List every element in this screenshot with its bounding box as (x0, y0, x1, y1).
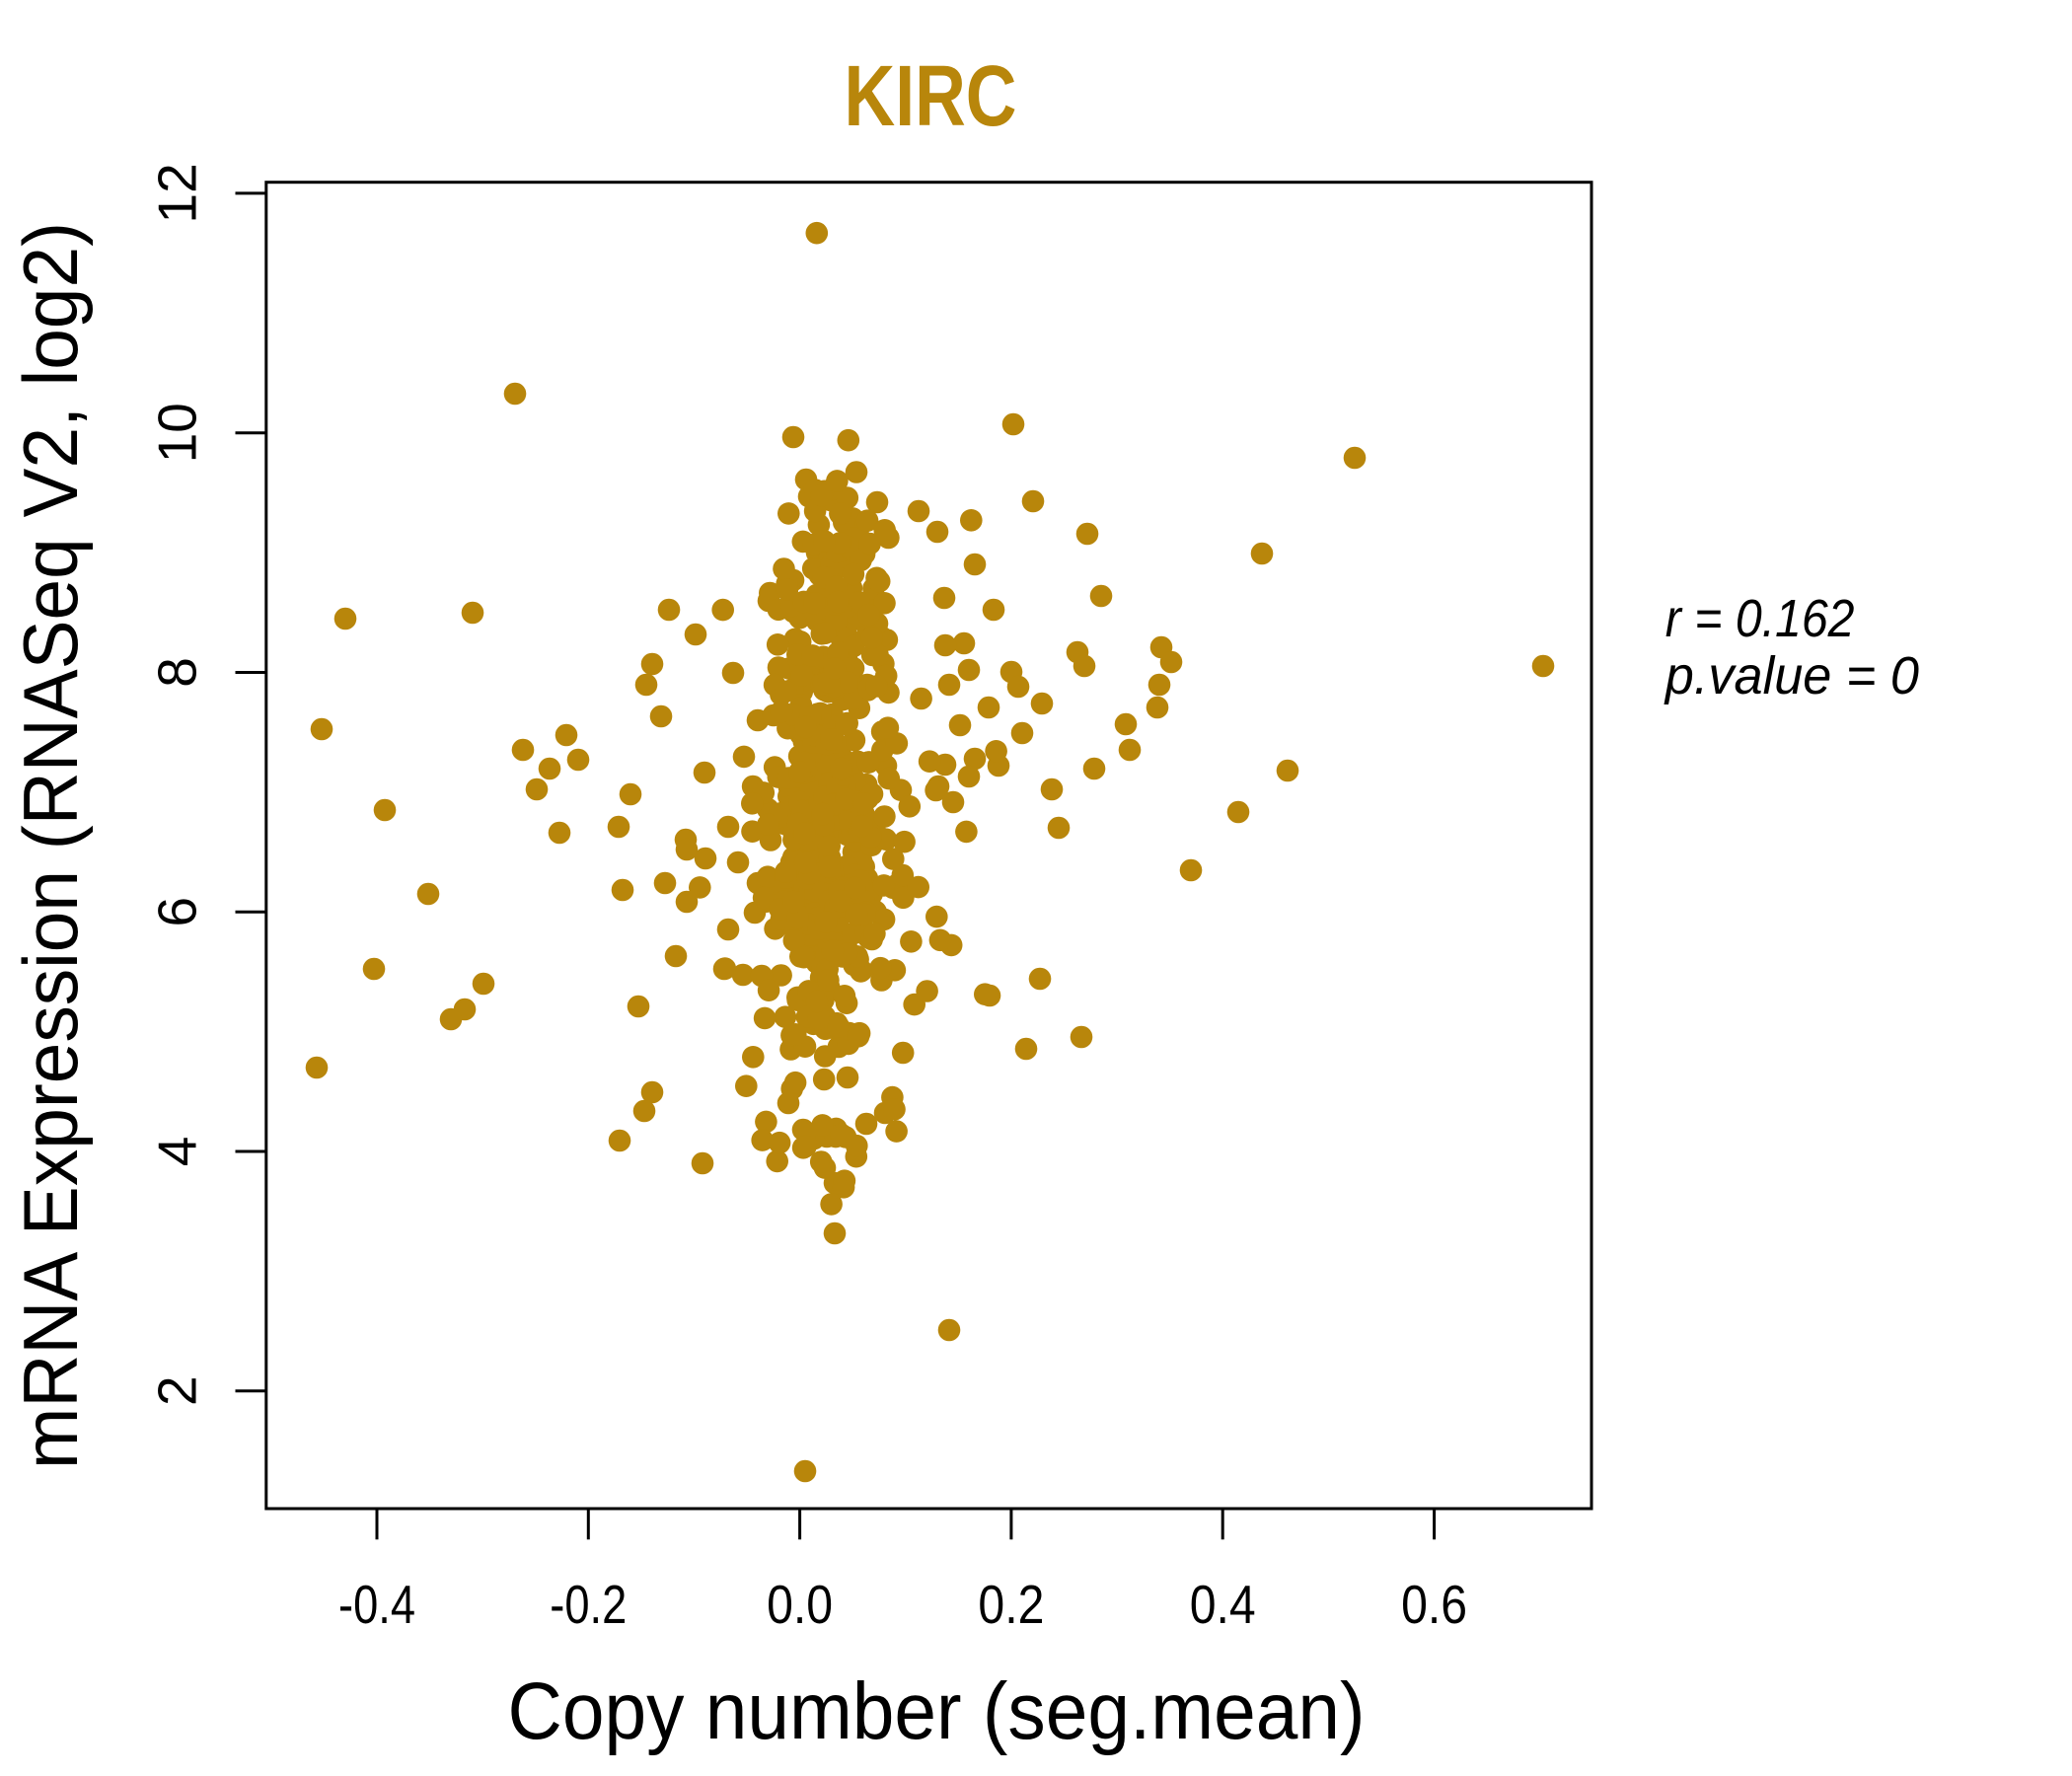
svg-text:0.2: 0.2 (978, 1574, 1044, 1635)
svg-text:mRNA Expression (RNASeq V2, lo: mRNA Expression (RNASeq V2, log2) (7, 222, 94, 1469)
svg-text:-0.4: -0.4 (338, 1574, 415, 1635)
svg-text:KIRC: KIRC (845, 48, 1017, 144)
svg-text:12: 12 (147, 163, 208, 223)
svg-text:Copy number (seg.mean): Copy number (seg.mean) (508, 1666, 1366, 1756)
svg-text:r = 0.162: r = 0.162 (1665, 589, 1855, 648)
svg-text:p.value = 0: p.value = 0 (1664, 646, 1919, 705)
svg-text:0.0: 0.0 (767, 1574, 833, 1635)
svg-text:0.6: 0.6 (1401, 1574, 1467, 1635)
svg-text:4: 4 (147, 1137, 208, 1167)
svg-text:2: 2 (147, 1375, 208, 1406)
svg-text:8: 8 (147, 657, 208, 688)
svg-text:-0.2: -0.2 (550, 1574, 627, 1635)
svg-text:0.4: 0.4 (1190, 1574, 1256, 1635)
svg-text:10: 10 (147, 403, 208, 463)
svg-text:6: 6 (147, 897, 208, 927)
